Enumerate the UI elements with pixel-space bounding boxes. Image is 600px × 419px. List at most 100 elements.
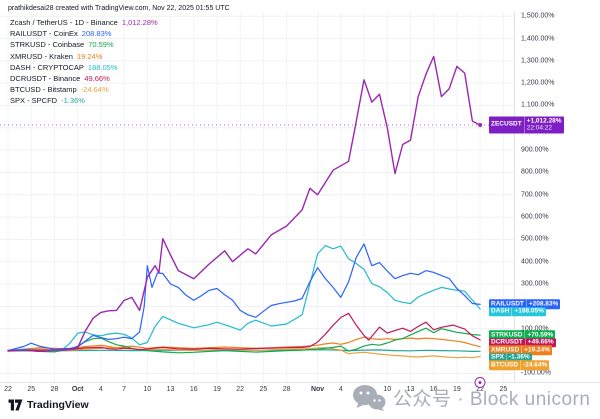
badge-values: -24.64% <box>520 360 549 370</box>
badge-symbol: XMRUSD <box>491 345 520 353</box>
price-axis-label: 900.00% <box>521 146 549 154</box>
legend-series-name: BTCUSD - Bitstamp <box>10 85 77 95</box>
price-badge-zecusdt[interactable]: ZECUSDT +1,012.28% 22:04:22 <box>489 116 564 134</box>
time-axis-label: 16 <box>189 386 198 393</box>
legend-row-7[interactable]: SPX - SPCFD -1.36% <box>10 96 158 105</box>
time-axis-label: 25 <box>27 386 36 393</box>
price-axis-label: 1,100.00% <box>521 101 555 109</box>
time-axis-label: 22 <box>476 386 485 393</box>
badge-values: +188.05% <box>511 307 545 317</box>
legend-series-value: 208.83% <box>81 29 112 39</box>
price-badge-railusdt[interactable]: RAILUSDT +208.83% <box>489 299 561 310</box>
series-line-spx[interactable] <box>7 349 481 352</box>
badge-countdown: 22:04:22 <box>526 124 553 132</box>
time-axis-label: 16 <box>429 386 438 393</box>
series-line-dcrusdt[interactable] <box>7 312 481 352</box>
price-axis-label: -100.00% <box>521 369 551 377</box>
time-axis-label: 10 <box>143 386 152 393</box>
price-badge-spx[interactable]: SPX -1.36% <box>489 352 532 363</box>
tradingview-logo-text: TradingView <box>27 399 89 411</box>
time-axis-label: Oct <box>71 386 84 393</box>
tradingview-logo[interactable]: TradingView <box>8 399 89 411</box>
legend-series-value: -24.64% <box>80 85 109 95</box>
legend-series-value: -1.36% <box>61 96 85 106</box>
time-axis-label: Nov <box>310 386 325 393</box>
chart-attribution: prathikdesai28 created with TradingView.… <box>8 5 230 12</box>
badge-value: -24.64% <box>523 360 548 368</box>
series-line-xmrusd[interactable] <box>7 336 481 352</box>
badge-values: -1.36% <box>506 352 532 363</box>
price-badge-dash[interactable]: DASH +188.05% <box>489 307 546 317</box>
chart-canvas[interactable] <box>0 12 514 382</box>
wechat-icon <box>353 385 386 411</box>
time-axis-label: 25 <box>499 386 508 393</box>
time-axis-label: 28 <box>282 386 291 393</box>
legend-series-name: Zcash / TetherUS - 1D - Binance <box>10 18 118 27</box>
badge-symbol: RAILUSDT <box>491 300 524 308</box>
badge-values: +19.24% <box>521 345 552 355</box>
time-axis-label: 13 <box>406 386 415 393</box>
watermark-text: 公众号 · Block unicorn <box>393 389 591 410</box>
badge-value: +1,012.28% <box>526 117 562 125</box>
legend-series-name: XMRUSD - Kraken <box>10 51 73 61</box>
legend-row-3[interactable]: XMRUSD - Kraken 19.24% <box>10 52 158 61</box>
legend-series-value: 19.24% <box>76 51 103 61</box>
legend-series-name: RAILUSDT - CoinEx <box>10 29 78 39</box>
time-axis-label: 22 <box>236 386 245 393</box>
badge-value: +19.24% <box>524 345 551 353</box>
time-axis-label: 7 <box>122 386 127 393</box>
price-axis-label: 800.00% <box>521 168 549 176</box>
badge-symbol: BTCUSD <box>491 360 519 368</box>
legend-series-value: 188.05% <box>87 62 118 72</box>
badge-symbol: SPX <box>491 353 505 361</box>
time-axis-label: 28 <box>50 386 59 393</box>
legend-row-6[interactable]: BTCUSD - Bitstamp -24.64% <box>10 85 158 94</box>
price-axis-label: 400.00% <box>521 258 549 266</box>
badge-value: +188.05% <box>514 307 544 315</box>
chart-plot-area[interactable] <box>0 12 514 382</box>
time-axis-label: 25 <box>259 386 268 393</box>
time-axis-label: 19 <box>453 386 461 393</box>
zec-event-marker-icon[interactable] <box>474 377 486 388</box>
legend-row-2[interactable]: STRKUSD - Coinbase 70.59% <box>10 40 158 49</box>
price-axis-label: 600.00% <box>521 213 549 221</box>
legend-row-5[interactable]: DCRUSDT - Binance 49.66% <box>10 74 158 83</box>
badge-values: +49.66% <box>524 337 556 348</box>
zec-last-price-dot <box>478 123 483 128</box>
badge-value: +49.66% <box>527 338 554 346</box>
series-line-railusdt[interactable] <box>7 243 481 352</box>
price-axis-label: 300.00% <box>521 280 549 288</box>
legend-row-1[interactable]: RAILUSDT - CoinEx 208.83% <box>10 29 158 38</box>
legend-row-0[interactable]: Zcash / TetherUS - 1D - Binance 1,012.28% <box>10 18 158 27</box>
price-badge-btcusd[interactable]: BTCUSD -24.64% <box>489 360 550 370</box>
series-line-btcusd[interactable] <box>7 347 481 359</box>
series-line-dash[interactable] <box>7 245 481 352</box>
time-axis-label: 13 <box>166 386 175 393</box>
legend-series-value: 49.66% <box>84 73 110 83</box>
series-line-zecusdt[interactable] <box>7 55 481 352</box>
price-axis-label: 1,400.00% <box>521 35 555 43</box>
price-axis-label: 700.00% <box>521 191 549 199</box>
time-axis[interactable]: 222528Oct4710131619222528Nov471013161922… <box>0 377 600 397</box>
price-axis-label: 100.00% <box>521 325 549 333</box>
badge-symbol: DCRUSDT <box>491 338 523 346</box>
price-axis-label: 500.00% <box>521 235 549 243</box>
badge-values: +70.59% <box>524 330 555 340</box>
price-badge-dcrusdt[interactable]: DCRUSDT +49.66% <box>489 337 556 348</box>
price-axis[interactable]: 1,500.00% 1,400.00% 1,300.00% 1,200.00% 1,10… <box>489 12 600 382</box>
series-line-strkusd[interactable] <box>7 327 481 354</box>
badge-symbol: DASH <box>491 307 510 315</box>
price-axis-label: 1,500.00% <box>521 12 555 20</box>
wechat-watermark: 公众号 · Block unicorn <box>352 384 590 411</box>
legend-series-name: SPX - SPCFD <box>10 96 58 106</box>
time-axis-label: 4 <box>338 386 343 393</box>
price-badge-strkusd[interactable]: STRKUSD +70.59% <box>489 330 556 340</box>
price-badge-xmrusd[interactable]: XMRUSD +19.24% <box>489 345 553 355</box>
time-axis-label: 19 <box>213 386 221 393</box>
legend-row-4[interactable]: DASH - CRYPTOCAP 188.05% <box>10 63 158 72</box>
tradingview-logo-icon <box>8 399 23 411</box>
legend-series-name: DASH - CRYPTOCAP <box>10 62 84 72</box>
badge-value: +208.83% <box>528 300 559 308</box>
badge-symbol: ZECUSDT <box>491 120 522 128</box>
